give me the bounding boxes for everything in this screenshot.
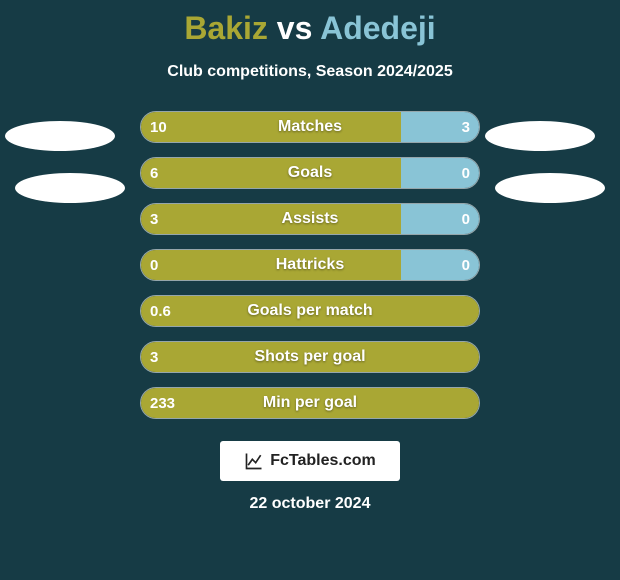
stat-bar-left <box>141 250 401 280</box>
stat-bar-left <box>141 342 479 372</box>
date-label: 22 october 2024 <box>250 495 371 513</box>
stat-bar-track <box>140 203 480 235</box>
content-root: Bakiz vs Adedeji Club competitions, Seas… <box>0 0 620 580</box>
player-marker-ellipse <box>485 121 595 151</box>
badge-text: FcTables.com <box>270 452 376 470</box>
stats-icon <box>244 451 264 471</box>
stat-bar-track <box>140 157 480 189</box>
stat-row: Assists30 <box>0 203 620 235</box>
player-marker-ellipse <box>495 173 605 203</box>
stat-bar-right <box>401 250 479 280</box>
stat-bar-left <box>141 204 401 234</box>
stat-bar-left <box>141 112 401 142</box>
stat-row: Goals per match0.6 <box>0 295 620 327</box>
subtitle: Club competitions, Season 2024/2025 <box>167 63 452 81</box>
stat-bar-left <box>141 296 479 326</box>
stat-bar-left <box>141 388 479 418</box>
page-title: Bakiz vs Adedeji <box>184 10 435 47</box>
stat-bar-track <box>140 387 480 419</box>
player-marker-ellipse <box>15 173 125 203</box>
title-player-right: Adedeji <box>320 10 436 46</box>
title-player-left: Bakiz <box>184 10 268 46</box>
title-vs: vs <box>268 10 320 46</box>
stat-bar-track <box>140 249 480 281</box>
stat-bar-left <box>141 158 401 188</box>
player-marker-ellipse <box>5 121 115 151</box>
stat-bar-right <box>401 204 479 234</box>
stat-bar-track <box>140 341 480 373</box>
stat-bar-track <box>140 111 480 143</box>
stat-bar-right <box>401 158 479 188</box>
stat-bar-right <box>401 112 479 142</box>
stat-row: Hattricks00 <box>0 249 620 281</box>
stat-row: Shots per goal3 <box>0 341 620 373</box>
stat-row: Min per goal233 <box>0 387 620 419</box>
stat-rows: Matches103Goals60Assists30Hattricks00Goa… <box>0 111 620 419</box>
source-badge[interactable]: FcTables.com <box>220 441 400 481</box>
stat-bar-track <box>140 295 480 327</box>
